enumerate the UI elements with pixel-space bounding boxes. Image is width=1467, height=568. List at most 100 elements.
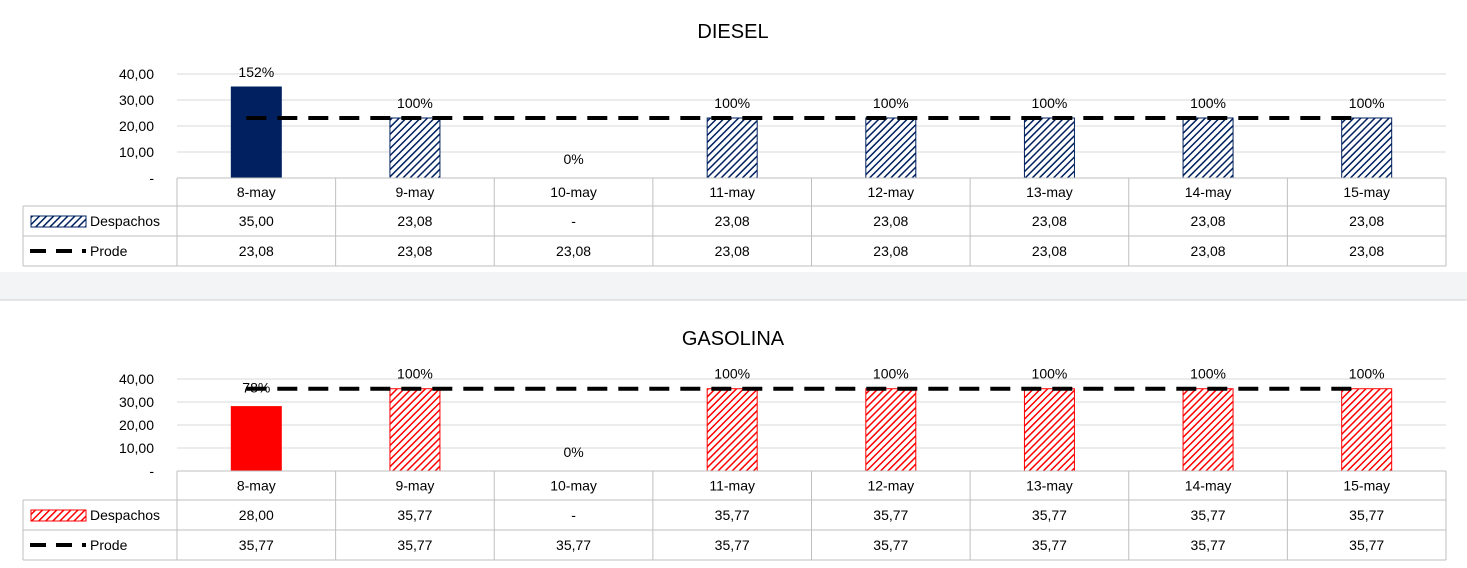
table-cell: 23,08 <box>1349 243 1384 259</box>
table-cell: 23,08 <box>1032 243 1067 259</box>
table-cell: 35,77 <box>397 537 432 553</box>
table-cell: 35,77 <box>239 537 274 553</box>
bar <box>1023 388 1075 472</box>
table-cell: 23,08 <box>239 243 274 259</box>
y-tick-label: 20,00 <box>119 118 154 134</box>
table-cell: 23,08 <box>397 213 432 229</box>
table-cell: 35,00 <box>239 213 274 229</box>
data-label: 100% <box>714 366 750 382</box>
y-tick-label: 10,00 <box>119 144 154 160</box>
data-label: 0% <box>563 444 583 460</box>
x-tick-label: 10-may <box>550 184 597 200</box>
x-tick-label: 8-may <box>237 184 276 200</box>
data-label: 0% <box>563 151 583 167</box>
data-label: 100% <box>1032 366 1068 382</box>
y-tick-label: 30,00 <box>119 92 154 108</box>
y-tick-label: 30,00 <box>119 394 154 410</box>
table-cell: 23,08 <box>1191 213 1226 229</box>
x-tick-label: 9-may <box>395 184 434 200</box>
table-cell: 23,08 <box>715 213 750 229</box>
data-label: 100% <box>1032 95 1068 111</box>
legend-key-despachos <box>30 509 87 522</box>
bar <box>389 388 441 472</box>
bar <box>1341 388 1393 472</box>
bar <box>230 406 282 472</box>
x-tick-label: 15-may <box>1343 478 1390 494</box>
bar <box>706 388 758 472</box>
y-tick-label: 10,00 <box>119 440 154 456</box>
table-cell: 35,77 <box>397 507 432 523</box>
table-cell: 35,77 <box>1349 537 1384 553</box>
data-label: 100% <box>1349 366 1385 382</box>
bar <box>1182 117 1234 179</box>
table-cell: 35,77 <box>873 537 908 553</box>
bar <box>1341 117 1393 179</box>
x-tick-label: 15-may <box>1343 184 1390 200</box>
x-tick-label: 9-may <box>395 478 434 494</box>
x-tick-label: 13-may <box>1026 184 1073 200</box>
legend-key-despachos <box>30 215 87 228</box>
table-cell: 35,77 <box>873 507 908 523</box>
table-cell: 23,08 <box>1191 243 1226 259</box>
chart-title: GASOLINA <box>682 328 785 350</box>
x-tick-label: 11-may <box>709 478 755 494</box>
data-label: 100% <box>714 95 750 111</box>
table-cell: 23,08 <box>556 243 591 259</box>
bar <box>389 117 441 179</box>
data-label: 100% <box>1190 95 1226 111</box>
legend-label-despachos: Despachos <box>90 213 160 229</box>
legend-label-prode: Prode <box>90 243 128 259</box>
bar <box>230 86 282 179</box>
diesel-chart: DIESEL 40,00 30,00 20,00 10,00 - 152% 100% 0% 100… <box>22 21 1447 267</box>
data-label: 152% <box>238 64 274 80</box>
x-tick-label: 8-may <box>237 478 276 494</box>
legend-label-despachos: Despachos <box>90 507 160 523</box>
x-tick-label: 14-may <box>1185 184 1232 200</box>
panel-separator <box>0 272 1467 300</box>
data-label: 100% <box>397 366 433 382</box>
y-tick-label: 40,00 <box>119 66 154 82</box>
table-cell: 35,77 <box>715 507 750 523</box>
table-cell: 35,77 <box>1349 507 1384 523</box>
y-tick-label: 40,00 <box>119 371 154 387</box>
bar <box>706 117 758 179</box>
y-tick-label: 20,00 <box>119 417 154 433</box>
x-tick-label: 11-may <box>709 184 755 200</box>
table-cell: 35,77 <box>1032 537 1067 553</box>
table-cell: 28,00 <box>239 507 274 523</box>
x-tick-label: 13-may <box>1026 478 1073 494</box>
data-label: 100% <box>1349 95 1385 111</box>
table-cell: 23,08 <box>873 243 908 259</box>
bar <box>865 388 917 472</box>
y-tick-label: - <box>149 170 154 186</box>
table-cell: 23,08 <box>715 243 750 259</box>
x-tick-label: 10-may <box>550 478 597 494</box>
table-cell: - <box>571 213 576 229</box>
bar <box>865 117 917 179</box>
legend-label-prode: Prode <box>90 537 128 553</box>
data-label: 100% <box>1190 366 1226 382</box>
table-cell: 23,08 <box>1032 213 1067 229</box>
data-label: 100% <box>873 95 909 111</box>
table-cell: 23,08 <box>1349 213 1384 229</box>
bar <box>1182 388 1234 472</box>
bar <box>1023 117 1075 179</box>
y-tick-label: - <box>149 463 154 479</box>
x-tick-label: 12-may <box>867 478 914 494</box>
chart-title: DIESEL <box>697 21 768 43</box>
x-tick-label: 12-may <box>867 184 914 200</box>
gasolina-chart: GASOLINA 40,00 30,00 20,00 10,00 - 78% 100% 0% 10… <box>22 328 1447 561</box>
table-cell: 35,77 <box>1191 507 1226 523</box>
data-label: 100% <box>873 366 909 382</box>
table-cell: 35,77 <box>556 537 591 553</box>
table-cell: 35,77 <box>715 537 750 553</box>
table-cell: - <box>571 507 576 523</box>
table-cell: 35,77 <box>1032 507 1067 523</box>
x-tick-label: 14-may <box>1185 478 1232 494</box>
data-label: 78% <box>242 380 270 396</box>
table-cell: 35,77 <box>1191 537 1226 553</box>
table-cell: 23,08 <box>397 243 432 259</box>
data-label: 100% <box>397 95 433 111</box>
table-cell: 23,08 <box>873 213 908 229</box>
